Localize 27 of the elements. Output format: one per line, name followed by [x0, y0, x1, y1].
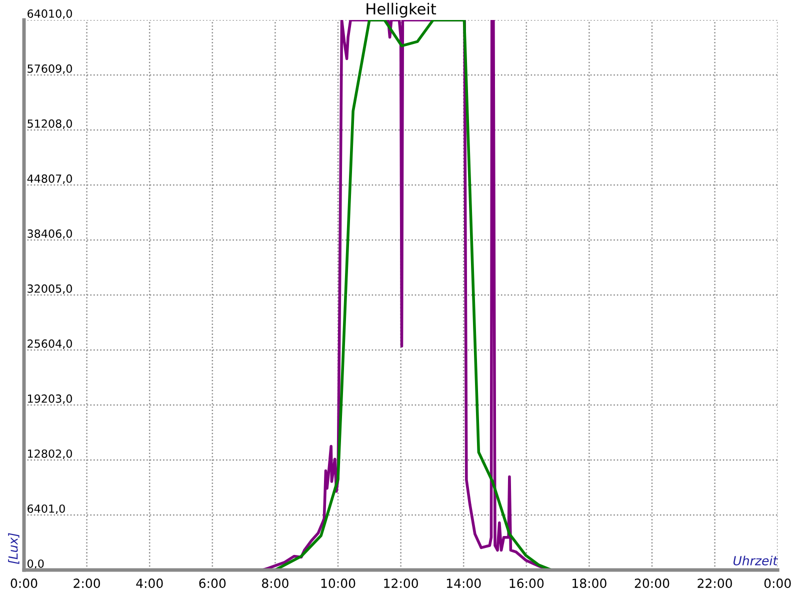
- x-tick-label: 20:00: [634, 578, 670, 588]
- x-tick-label: 0:00: [10, 578, 38, 588]
- y-tick-label: 32005,0: [28, 284, 72, 294]
- x-tick-label: 22:00: [698, 578, 732, 588]
- x-tick-label: 10:00: [321, 578, 356, 588]
- y-axis-title: [Lux]: [8, 533, 20, 564]
- x-tick-label: 12:00: [384, 578, 418, 588]
- y-tick-label: 25604,0: [28, 339, 72, 349]
- x-tick-label: 6:00: [199, 578, 226, 588]
- chart-title: Helligkeit: [366, 2, 436, 18]
- y-tick-label: 57609,0: [28, 64, 72, 74]
- y-tick-label: 12802,0: [28, 449, 72, 459]
- y-tick-label: 44807,0: [27, 174, 72, 184]
- y-tick-label: 38406,0: [28, 229, 72, 239]
- y-tick-label: 0,0: [28, 559, 44, 569]
- x-tick-label: 16:00: [510, 578, 544, 588]
- y-tick-label: 6401,0: [28, 504, 65, 514]
- y-tick-label: 64010,0: [28, 9, 72, 19]
- x-tick-label: 18:00: [572, 578, 606, 588]
- x-axis-title: Uhrzeit: [733, 556, 778, 566]
- y-tick-label: 51208,0: [28, 119, 72, 129]
- x-tick-label: 0:00: [764, 578, 791, 588]
- x-tick-label: 2:00: [74, 578, 100, 588]
- x-tick-label: 4:00: [136, 578, 163, 588]
- x-tick-label: 8:00: [262, 578, 288, 588]
- x-tick-label: 14:00: [446, 578, 481, 588]
- y-tick-label: 19203,0: [28, 394, 72, 404]
